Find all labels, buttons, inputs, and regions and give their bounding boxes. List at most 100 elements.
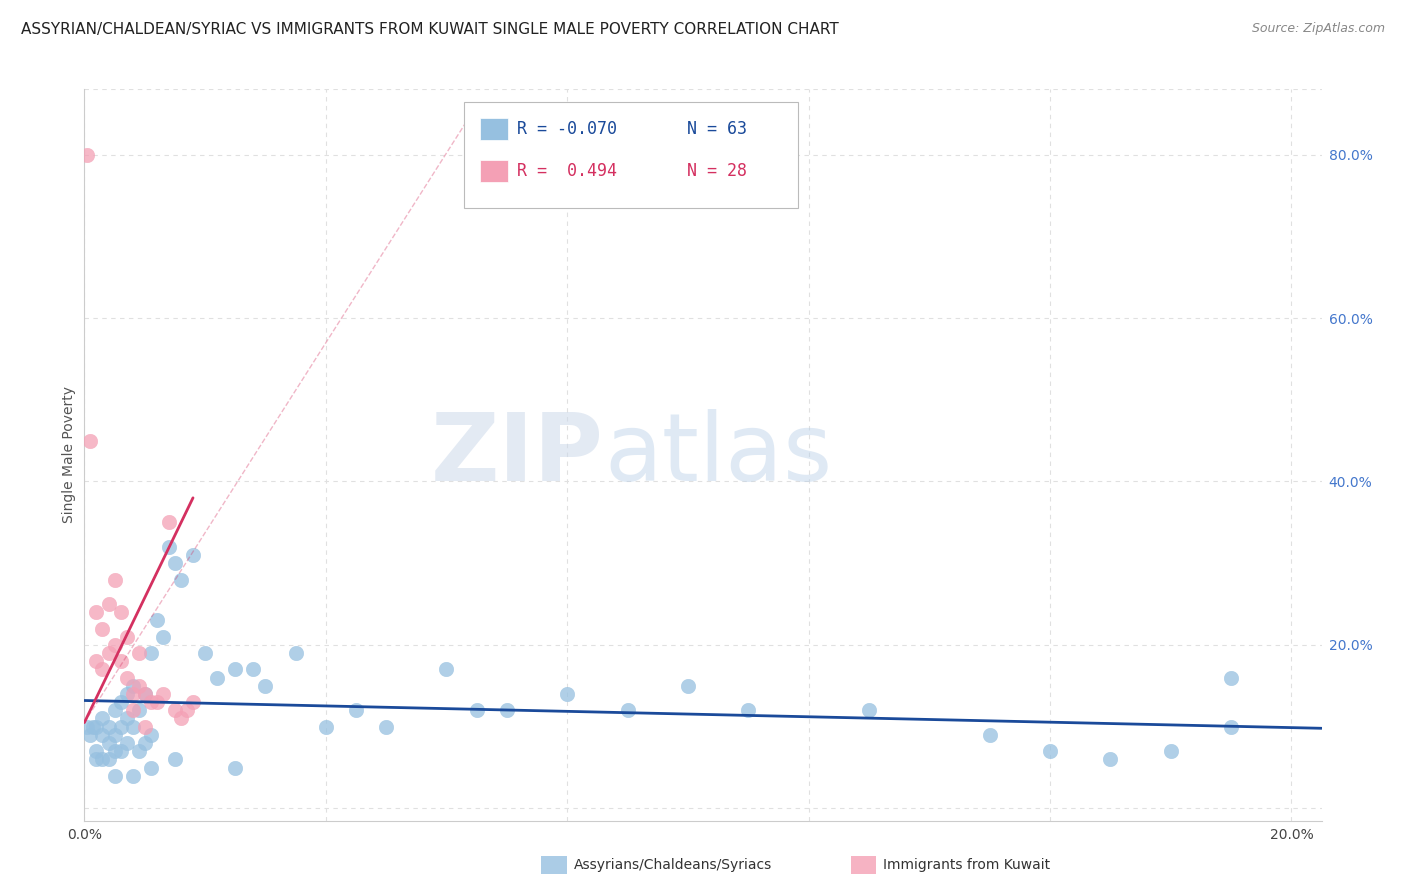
Point — [555, 687, 578, 701]
Point — [79, 728, 101, 742]
Point — [139, 646, 162, 660]
Point — [205, 671, 228, 685]
Point — [737, 703, 759, 717]
Point — [139, 728, 162, 742]
Point — [139, 760, 162, 774]
Point — [115, 687, 138, 701]
Point — [82, 720, 104, 734]
Point — [97, 720, 120, 734]
Text: Assyrians/Chaldeans/Syriacs: Assyrians/Chaldeans/Syriacs — [574, 858, 772, 872]
Text: Immigrants from Kuwait: Immigrants from Kuwait — [883, 858, 1050, 872]
Point — [152, 630, 174, 644]
Point — [139, 695, 162, 709]
Point — [103, 744, 125, 758]
Point — [181, 695, 204, 709]
Point — [134, 720, 156, 734]
Point — [103, 703, 125, 717]
Text: N = 28: N = 28 — [688, 162, 747, 180]
FancyBboxPatch shape — [481, 161, 508, 182]
Point — [1160, 744, 1182, 758]
Point — [495, 703, 517, 717]
Point — [194, 646, 217, 660]
Point — [163, 752, 186, 766]
Point — [86, 720, 108, 734]
Point — [254, 679, 277, 693]
Point — [616, 703, 638, 717]
Point — [110, 605, 132, 619]
Point — [134, 687, 156, 701]
Point — [128, 679, 150, 693]
Point — [1220, 671, 1243, 685]
Point — [181, 548, 204, 562]
Point — [97, 736, 120, 750]
Point — [979, 728, 1001, 742]
Text: R =  0.494: R = 0.494 — [517, 162, 617, 180]
Point — [115, 630, 138, 644]
Y-axis label: Single Male Poverty: Single Male Poverty — [62, 386, 76, 524]
Point — [176, 703, 198, 717]
Point — [97, 646, 120, 660]
Point — [1220, 720, 1243, 734]
Point — [1099, 752, 1122, 766]
Point — [315, 720, 337, 734]
Point — [134, 736, 156, 750]
Point — [146, 695, 169, 709]
Text: atlas: atlas — [605, 409, 832, 501]
Point — [157, 516, 180, 530]
Point — [170, 711, 193, 725]
Point — [121, 769, 143, 783]
Point — [115, 671, 138, 685]
Point — [76, 720, 98, 734]
Point — [91, 663, 114, 677]
FancyBboxPatch shape — [464, 102, 799, 208]
Point — [170, 573, 193, 587]
Point — [1039, 744, 1062, 758]
Point — [284, 646, 307, 660]
Point — [157, 540, 180, 554]
Point — [97, 752, 120, 766]
Point — [76, 147, 98, 161]
Point — [86, 744, 108, 758]
Point — [375, 720, 398, 734]
Point — [128, 703, 150, 717]
Point — [103, 769, 125, 783]
Point — [97, 597, 120, 611]
Point — [858, 703, 880, 717]
Point — [86, 752, 108, 766]
Point — [146, 614, 169, 628]
Point — [436, 663, 458, 677]
Point — [121, 720, 143, 734]
Point — [110, 695, 132, 709]
Text: Source: ZipAtlas.com: Source: ZipAtlas.com — [1251, 22, 1385, 36]
Point — [128, 744, 150, 758]
Point — [242, 663, 264, 677]
Point — [121, 687, 143, 701]
Point — [110, 744, 132, 758]
Point — [128, 646, 150, 660]
Point — [103, 728, 125, 742]
Point — [465, 703, 488, 717]
Point — [110, 654, 132, 668]
Point — [91, 728, 114, 742]
Point — [676, 679, 699, 693]
Point — [110, 720, 132, 734]
Text: ASSYRIAN/CHALDEAN/SYRIAC VS IMMIGRANTS FROM KUWAIT SINGLE MALE POVERTY CORRELATI: ASSYRIAN/CHALDEAN/SYRIAC VS IMMIGRANTS F… — [21, 22, 839, 37]
Point — [344, 703, 367, 717]
Point — [224, 760, 246, 774]
Text: R = -0.070: R = -0.070 — [517, 120, 617, 138]
Point — [163, 703, 186, 717]
Point — [86, 654, 108, 668]
Point — [115, 711, 138, 725]
Point — [121, 703, 143, 717]
Point — [163, 556, 186, 570]
Point — [121, 679, 143, 693]
Point — [91, 622, 114, 636]
Point — [103, 573, 125, 587]
Point — [79, 434, 101, 448]
Point — [91, 711, 114, 725]
Point — [152, 687, 174, 701]
Point — [86, 605, 108, 619]
Point — [103, 638, 125, 652]
Point — [224, 663, 246, 677]
Point — [134, 687, 156, 701]
